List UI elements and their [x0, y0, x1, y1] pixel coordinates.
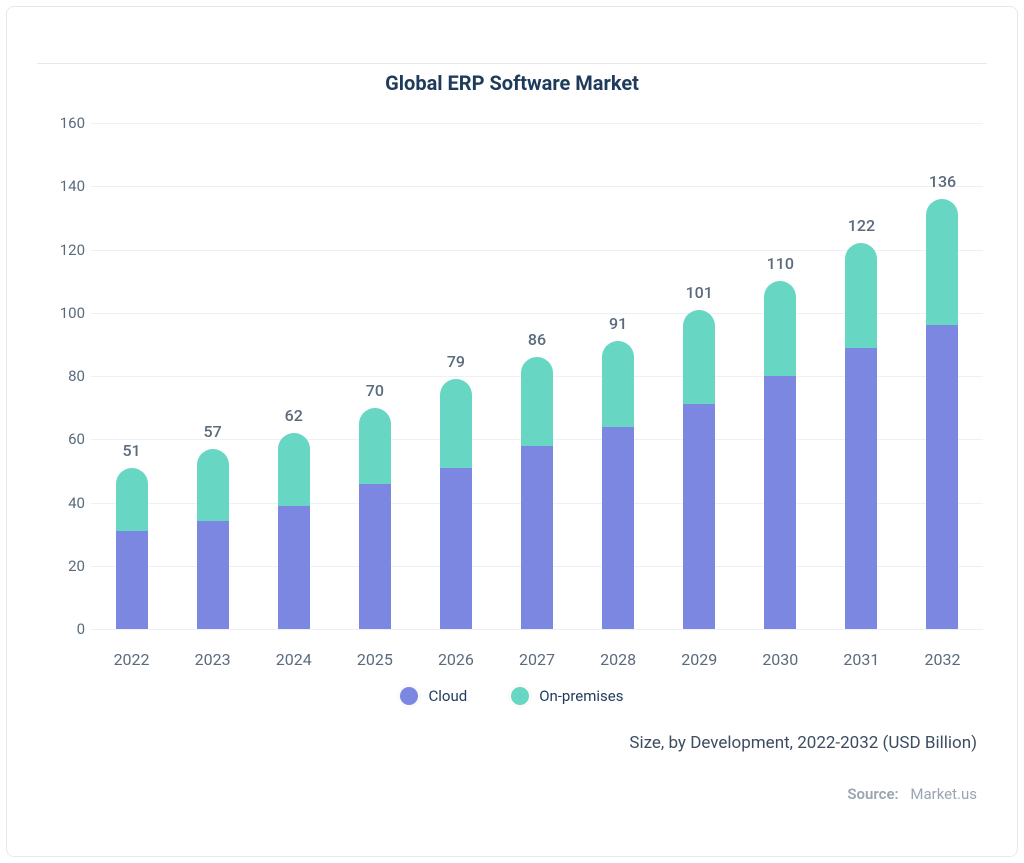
chart-subtitle: Size, by Development, 2022-2032 (USD Bil…: [37, 733, 987, 753]
bar-segment: [683, 310, 715, 405]
x-tick-label: 2029: [659, 650, 740, 669]
legend-label: Cloud: [428, 687, 467, 705]
x-tick-label: 2031: [821, 650, 902, 669]
bar-stack: [440, 379, 472, 629]
bar-total-label: 70: [366, 381, 384, 400]
bar-segment: [602, 341, 634, 426]
bar-segment: [845, 243, 877, 347]
y-tick-label: 40: [37, 494, 85, 512]
legend-swatch: [511, 687, 529, 705]
bar-segment: [926, 325, 958, 629]
bar-segment: [845, 348, 877, 629]
legend-swatch: [400, 687, 418, 705]
x-tick-label: 2032: [902, 650, 983, 669]
bar-segment: [926, 199, 958, 326]
chart-title: Global ERP Software Market: [37, 71, 987, 95]
bar-stack: [278, 433, 310, 629]
bar-stack: [521, 357, 553, 629]
bar-slot: 57: [172, 123, 253, 629]
bar-stack: [197, 449, 229, 629]
bar-total-label: 101: [686, 283, 713, 302]
bar-slot: 110: [740, 123, 821, 629]
bar-total-label: 57: [204, 422, 222, 441]
chart-card: Global ERP Software Market 0 20 40 60 80 100 1…: [6, 6, 1018, 857]
bar-total-label: 136: [929, 172, 956, 191]
x-tick-label: 2027: [496, 650, 577, 669]
source-value: Market.us: [910, 785, 977, 803]
bar-segment: [440, 468, 472, 629]
bar-total-label: 62: [285, 406, 303, 425]
legend-label: On-premises: [539, 687, 623, 705]
bar-total-label: 86: [528, 330, 546, 349]
bar-stack: [683, 310, 715, 629]
bar-segment: [197, 449, 229, 522]
chart-area: 0 20 40 60 80 100 120 140 160 51 57 62 70 79 86 91 101 1…: [37, 113, 989, 673]
bar-segment: [602, 427, 634, 629]
bar-segment: [278, 433, 310, 506]
bar-stack: [926, 199, 958, 629]
bar-segment: [278, 506, 310, 629]
x-tick-label: 2028: [578, 650, 659, 669]
legend: Cloud On-premises: [37, 687, 987, 705]
y-tick-label: 80: [37, 367, 85, 385]
bar-stack: [116, 468, 148, 629]
y-tick-label: 100: [37, 304, 85, 322]
bars-container: 51 57 62 70 79 86 91 101 110 122 136: [91, 123, 983, 629]
x-tick-label: 2025: [334, 650, 415, 669]
bar-slot: 70: [334, 123, 415, 629]
bar-segment: [683, 404, 715, 629]
gridline: [91, 629, 983, 630]
bar-segment: [116, 468, 148, 531]
bar-total-label: 79: [447, 352, 465, 371]
bar-slot: 79: [415, 123, 496, 629]
bar-stack: [845, 243, 877, 629]
bar-slot: 62: [253, 123, 334, 629]
x-tick-label: 2023: [172, 650, 253, 669]
bar-segment: [359, 408, 391, 484]
bar-slot: 51: [91, 123, 172, 629]
bar-slot: 91: [578, 123, 659, 629]
bar-segment: [359, 484, 391, 629]
bar-stack: [359, 408, 391, 629]
bar-slot: 101: [659, 123, 740, 629]
bar-total-label: 110: [767, 254, 794, 273]
divider-line: [37, 63, 987, 64]
bar-total-label: 91: [609, 314, 627, 333]
bar-stack: [602, 341, 634, 629]
bar-segment: [521, 446, 553, 629]
bar-total-label: 51: [122, 441, 140, 460]
x-tick-label: 2030: [740, 650, 821, 669]
y-tick-label: 60: [37, 430, 85, 448]
bar-slot: 86: [496, 123, 577, 629]
y-tick-label: 120: [37, 241, 85, 259]
x-tick-label: 2024: [253, 650, 334, 669]
bar-segment: [764, 376, 796, 629]
y-tick-label: 0: [37, 620, 85, 638]
source-line: Source: Market.us: [37, 785, 987, 803]
y-tick-label: 160: [37, 114, 85, 132]
x-axis-labels: 2022202320242025202620272028202920302031…: [91, 650, 983, 669]
bar-stack: [764, 281, 796, 629]
bar-segment: [116, 531, 148, 629]
source-label: Source:: [847, 785, 898, 803]
bar-slot: 136: [902, 123, 983, 629]
y-tick-label: 20: [37, 557, 85, 575]
y-tick-label: 140: [37, 177, 85, 195]
x-tick-label: 2022: [91, 650, 172, 669]
legend-item: On-premises: [511, 687, 623, 705]
bar-slot: 122: [821, 123, 902, 629]
bar-total-label: 122: [848, 216, 875, 235]
x-tick-label: 2026: [415, 650, 496, 669]
bar-segment: [521, 357, 553, 446]
legend-item: Cloud: [400, 687, 467, 705]
bar-segment: [764, 281, 796, 376]
bar-segment: [440, 379, 472, 468]
bar-segment: [197, 521, 229, 629]
